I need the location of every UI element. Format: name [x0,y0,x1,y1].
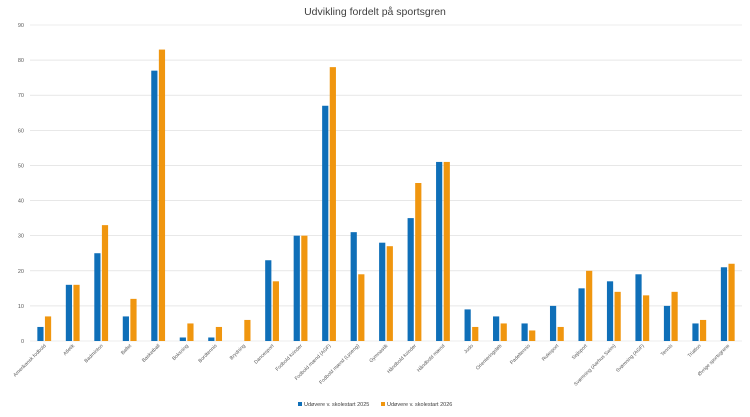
bar-2025-5 [179,337,186,341]
legend-label-2025: Udøvere v. skolestart 2025 [304,402,369,408]
bar-2026-2 [101,225,109,341]
x-category-label: Rulesport [541,343,561,363]
bar-2025-12 [379,242,386,341]
bar-2026-0 [44,316,52,341]
legend-label-2026: Udøvere v. skolestart 2026 [387,402,452,408]
bar-2025-3 [122,316,129,341]
bar-2025-23 [692,323,699,341]
x-category-label: Håndbold kvinder [385,342,418,375]
x-category-label: Orienteringsløb [475,343,504,372]
bar-2026-1 [73,284,80,341]
bar-2025-11 [350,232,357,341]
x-category-label: Basketball [141,343,162,364]
bar-2026-22 [671,291,678,341]
legend: Udøvere v. skolestart 2025 Udøvere v. sk… [298,402,452,408]
x-category-label: Dancesport [253,343,276,366]
x-category-label: Svømning (AGF) [615,343,646,374]
y-tick-label: 90 [18,23,24,29]
y-tick-label: 10 [18,304,24,310]
x-category-label: Boksning [171,343,190,362]
bar-2026-19 [586,270,593,341]
bars [37,49,735,342]
bar-2025-14 [436,161,443,341]
y-tick-label: 20 [18,269,24,275]
bar-2026-12 [386,246,393,341]
x-category-label: Atletik [62,343,76,357]
bar-2026-5 [187,323,194,341]
bar-2025-2 [94,253,101,341]
bar-2025-24 [720,267,728,341]
x-category-label: Padeltennis [509,343,532,366]
bar-2026-8 [272,281,279,341]
bar-2026-3 [130,298,137,341]
x-category-label: Brydning [229,343,247,361]
bar-2025-6 [208,337,215,341]
bar-2026-20 [614,291,621,341]
bar-2025-18 [549,305,557,341]
bar-2026-14 [443,161,450,341]
y-tick-label: 40 [18,199,24,205]
bar-2026-6 [215,326,223,341]
x-category-label: Amerikansk fodbold [12,343,47,378]
chart-title: Udvikling fordelt på sportsgren [304,6,446,18]
bar-2026-9 [301,235,308,341]
y-tick-label: 50 [18,163,24,169]
x-category-label: Håndbold mænd [415,342,446,373]
bar-2025-8 [265,260,272,341]
x-category-label: Tennis [660,343,675,358]
x-category-label: Triatlon [687,343,703,359]
y-axis-ticks: 0 10 20 30 40 50 60 70 80 90 [18,23,24,345]
bar-2025-13 [407,218,414,341]
x-category-label: Fodbold kvinder [275,343,305,373]
bar-2026-23 [699,319,707,341]
bar-2025-0 [37,326,44,341]
x-category-label: Badminton [83,343,104,364]
y-tick-label: 60 [18,128,24,134]
bar-2025-22 [663,305,671,341]
bar-2026-11 [358,274,365,341]
y-tick-label: 30 [18,234,24,240]
bar-2025-9 [293,235,300,341]
bar-2025-20 [606,281,614,341]
legend-swatch-2026 [381,402,385,406]
x-category-label: Judo [463,343,475,355]
y-tick-label: 70 [18,93,24,99]
bar-2026-4 [158,49,166,341]
bar-2025-16 [493,316,500,341]
gridlines [30,24,742,342]
x-category-label: Øvrige sportsgrene [697,343,731,377]
bar-2026-7 [244,319,251,341]
x-axis-categories: Amerikansk fodbold Atletik Badminton Ballet… [12,342,731,387]
bar-2025-21 [635,274,642,341]
bar-2025-19 [578,288,585,341]
y-tick-label: 80 [18,58,24,64]
legend-swatch-2025 [298,402,302,406]
y-tick-label: 0 [21,339,24,345]
bar-2025-1 [65,284,73,341]
bar-2026-21 [643,295,650,341]
x-category-label: Ballet [120,343,134,357]
bar-2026-16 [500,323,507,341]
bar-2026-18 [557,326,564,341]
bar-2025-4 [151,70,158,342]
bar-2025-17 [521,323,528,341]
bar-2026-15 [472,326,479,341]
bar-2025-15 [464,309,471,341]
bar-2026-24 [728,263,735,341]
bar-2026-10 [329,67,336,341]
bar-2025-10 [322,105,329,341]
x-category-label: Sejlsport [571,343,589,361]
bar-2026-17 [529,330,536,341]
bar-2026-13 [415,183,422,341]
x-category-label: Gymnastik [368,343,389,364]
x-category-label: Bordtennis [197,343,218,364]
